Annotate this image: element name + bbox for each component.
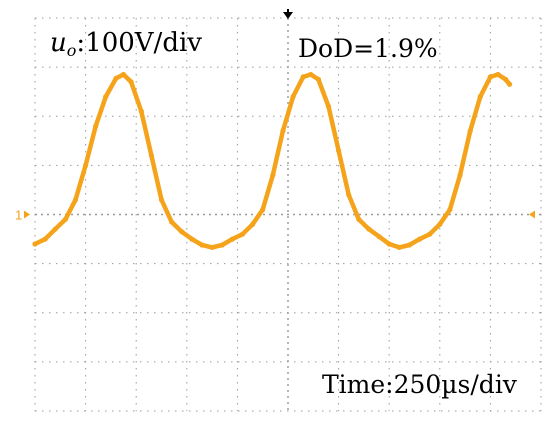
data-point [356,216,362,222]
data-point [315,76,321,82]
data-point [189,236,195,242]
data-point [487,74,493,80]
data-point [103,94,109,100]
data-point [169,219,175,225]
data-point [52,226,58,232]
data-point [72,197,79,203]
data-point [32,241,38,247]
data-point [503,76,509,82]
data-point [325,103,332,109]
data-point [62,216,68,222]
data-point [427,231,433,237]
data-point [447,207,453,213]
data-point [179,229,185,235]
data-point [120,71,127,78]
trigger-position-marker-icon [283,12,293,19]
data-point [477,94,483,100]
data-point [219,242,225,248]
data-point [260,207,266,213]
channel-symbol: u [50,28,67,58]
trigger-level-marker-icon [529,210,535,219]
dod-label: DoD=1.9% [298,34,438,63]
data-point [42,236,48,242]
data-point [366,226,372,232]
data-point [83,162,89,168]
markers: 1 [15,9,535,223]
channel-1-marker-icon [24,210,30,219]
data-point [290,94,296,100]
data-point [396,244,402,250]
data-point [495,71,501,78]
data-point [417,236,423,242]
data-point [250,221,256,227]
data-point [457,172,463,178]
time-scale-label: Time:250µs/div [322,370,517,399]
data-point [300,74,306,80]
data-point [113,75,119,81]
channel-scale-text: :100V/div [76,28,202,58]
data-point [280,128,286,134]
data-point [270,172,276,178]
data-point [346,192,352,198]
data-point [93,123,99,129]
trigger-position-marker-stem [287,9,289,13]
data-point [406,242,412,248]
data-point [308,71,314,78]
data-point [128,79,134,85]
data-point [138,108,144,114]
data-point [148,152,154,159]
data-point [376,234,382,240]
channel-subscript: o [66,41,77,60]
data-point [199,242,205,248]
data-point [507,81,513,87]
data-point [336,148,342,154]
data-point [239,231,246,237]
channel-1-marker-label: 1 [15,208,22,223]
channel-scale-label: uo:100V/div [50,30,202,59]
grid [34,17,542,412]
data-point [209,244,215,250]
data-point [467,128,473,134]
trace-layer [32,71,513,250]
data-point [229,236,235,242]
data-point [158,197,165,203]
data-point [386,241,392,247]
series-line-1 [32,72,512,250]
data-point [437,221,443,227]
